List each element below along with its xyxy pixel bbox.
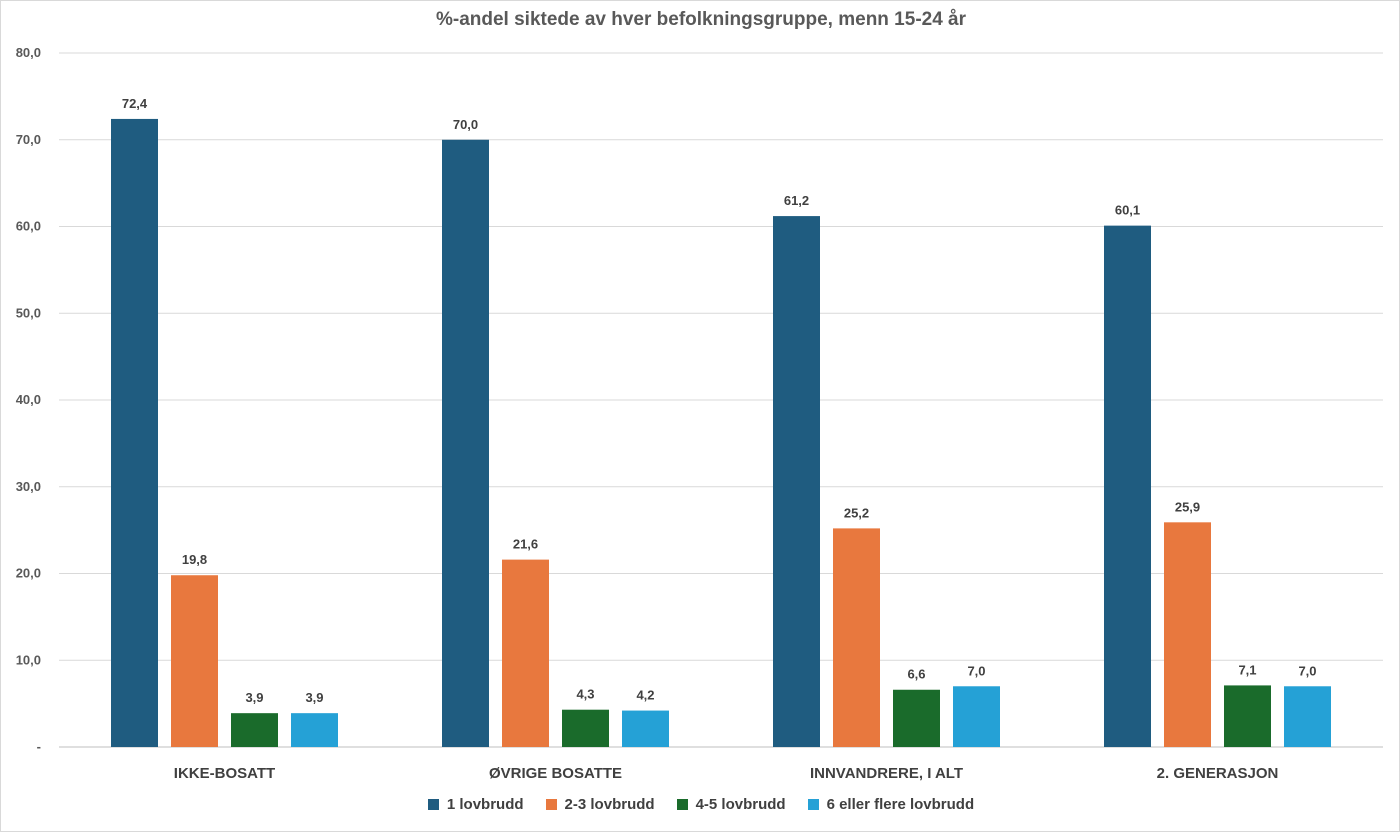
bar xyxy=(1224,685,1271,747)
y-tick-label: 50,0 xyxy=(16,305,41,320)
y-tick-label: 70,0 xyxy=(16,132,41,147)
bar xyxy=(1164,522,1211,747)
category-label: ØVRIGE BOSATTE xyxy=(489,765,622,782)
y-tick-label: 40,0 xyxy=(16,392,41,407)
legend-item: 1 lovbrudd xyxy=(427,796,524,813)
y-tick-label: 20,0 xyxy=(16,566,41,581)
bar xyxy=(171,575,218,747)
bar xyxy=(231,713,278,747)
bar xyxy=(622,710,669,747)
data-label: 7,0 xyxy=(967,663,985,678)
chart-title: %-andel siktede av hver befolkningsgrupp… xyxy=(435,9,967,30)
y-tick-label: 30,0 xyxy=(16,479,41,494)
data-label: 7,0 xyxy=(1298,663,1316,678)
y-tick-label: 10,0 xyxy=(16,652,41,667)
bar xyxy=(773,216,820,748)
legend: 1 lovbrudd 2-3 lovbrudd 4-5 lovbrudd 6 elle… xyxy=(1,796,1400,813)
data-label: 72,4 xyxy=(122,96,148,111)
data-label: 6,6 xyxy=(907,667,925,682)
data-label: 3,9 xyxy=(245,690,263,705)
legend-swatch xyxy=(427,799,439,810)
bar xyxy=(893,689,940,747)
data-label: 3,9 xyxy=(305,690,323,705)
legend-label: 2-3 lovbrudd xyxy=(564,796,655,813)
data-label: 19,8 xyxy=(182,552,207,567)
legend-label: 4-5 lovbrudd xyxy=(695,796,786,813)
legend-label: 1 lovbrudd xyxy=(446,796,524,813)
data-label: 4,3 xyxy=(576,687,594,702)
category-label: IKKE-BOSATT xyxy=(174,765,275,782)
data-label: 21,6 xyxy=(513,537,538,552)
data-label: 60,1 xyxy=(1115,203,1140,218)
bar xyxy=(562,709,609,747)
data-label: 7,1 xyxy=(1238,662,1256,677)
bar xyxy=(1104,225,1151,747)
data-label: 4,2 xyxy=(636,688,654,703)
category-label: INNVANDRERE, I ALT xyxy=(810,765,963,782)
legend-item: 2-3 lovbrudd xyxy=(545,796,655,813)
bar xyxy=(833,528,880,747)
data-label: 25,9 xyxy=(1175,499,1200,514)
legend-item: 6 eller flere lovbrudd xyxy=(807,796,975,813)
bar xyxy=(953,686,1000,747)
legend-swatch xyxy=(676,799,688,810)
bar xyxy=(291,713,338,747)
legend-item: 4-5 lovbrudd xyxy=(676,796,786,813)
y-tick-label: 80,0 xyxy=(16,45,41,60)
category-label: 2. GENERASJON xyxy=(1157,765,1279,782)
data-label: 25,2 xyxy=(844,505,869,520)
bar xyxy=(1284,686,1331,747)
data-label: 61,2 xyxy=(784,193,809,208)
bar xyxy=(502,559,549,747)
data-label: 70,0 xyxy=(453,117,478,132)
legend-label: 6 eller flere lovbrudd xyxy=(826,796,975,813)
bar xyxy=(111,118,158,748)
y-tick-label: 60,0 xyxy=(16,219,41,234)
bar xyxy=(442,139,489,747)
y-tick-label: - xyxy=(37,739,41,754)
legend-swatch xyxy=(545,799,557,810)
legend-swatch xyxy=(807,799,819,810)
